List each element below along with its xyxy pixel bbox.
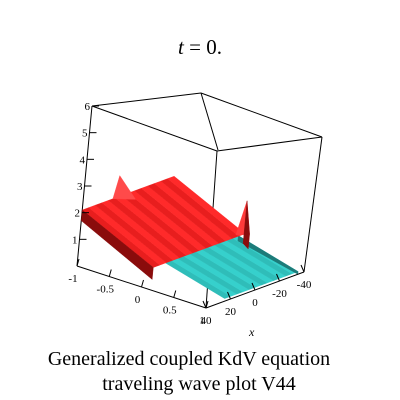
surface-layer	[81, 175, 299, 299]
z-tick-label: 3	[77, 181, 83, 193]
z-tick-label: 6	[85, 101, 91, 113]
y-axis: -1 -0.5 0 0.5 1	[68, 258, 209, 327]
caption-line-1: Generalized coupled KdV equation	[48, 348, 330, 370]
x-tick	[202, 300, 207, 309]
y-tick-label: -0.5	[97, 284, 115, 296]
plot-title: t = 0.	[178, 35, 222, 59]
surface-skirt	[81, 209, 154, 280]
y-tick-label: 0.5	[163, 305, 177, 317]
y-tick	[173, 290, 177, 298]
z-tick-label: 1	[72, 234, 78, 246]
box-edge	[303, 136, 323, 273]
z-tick-label: 4	[80, 154, 86, 166]
z-axis: 1 2 3 4 5 6	[72, 101, 99, 246]
x-axis: 40 20 0 -20 -40	[201, 264, 312, 327]
z-tick-label: 5	[82, 128, 88, 140]
x-tick-label: -40	[297, 279, 312, 291]
x-tick-label: 40	[201, 315, 213, 327]
plot-box-back	[76, 92, 323, 309]
x-tick-label: -20	[272, 288, 287, 300]
box-edge	[200, 92, 323, 138]
y-tick	[76, 258, 80, 267]
surface-peak	[112, 175, 136, 200]
y-tick-label: 1	[199, 315, 205, 327]
surface-skirt	[242, 200, 250, 250]
box-edge	[91, 105, 218, 152]
x-tick	[300, 264, 305, 273]
box-edge	[216, 136, 323, 152]
y-tick	[205, 300, 209, 309]
x-tick	[251, 282, 256, 291]
y-tick	[108, 269, 112, 277]
title-text: = 0.	[184, 35, 222, 59]
title-variable: t	[178, 35, 185, 59]
x-tick	[227, 291, 231, 300]
x-axis-label: x	[248, 325, 255, 339]
x-tick-label: 20	[225, 306, 237, 318]
y-tick-label: -1	[68, 273, 77, 285]
x-tick-label: 0	[252, 297, 258, 309]
box-edge	[200, 92, 219, 151]
z-tick-label: 2	[75, 208, 81, 220]
caption-line-2: traveling wave plot V44	[102, 373, 295, 395]
x-tick	[276, 273, 280, 282]
y-tick	[141, 279, 144, 288]
box-edge	[91, 92, 202, 107]
y-tick-label: 0	[135, 294, 141, 306]
